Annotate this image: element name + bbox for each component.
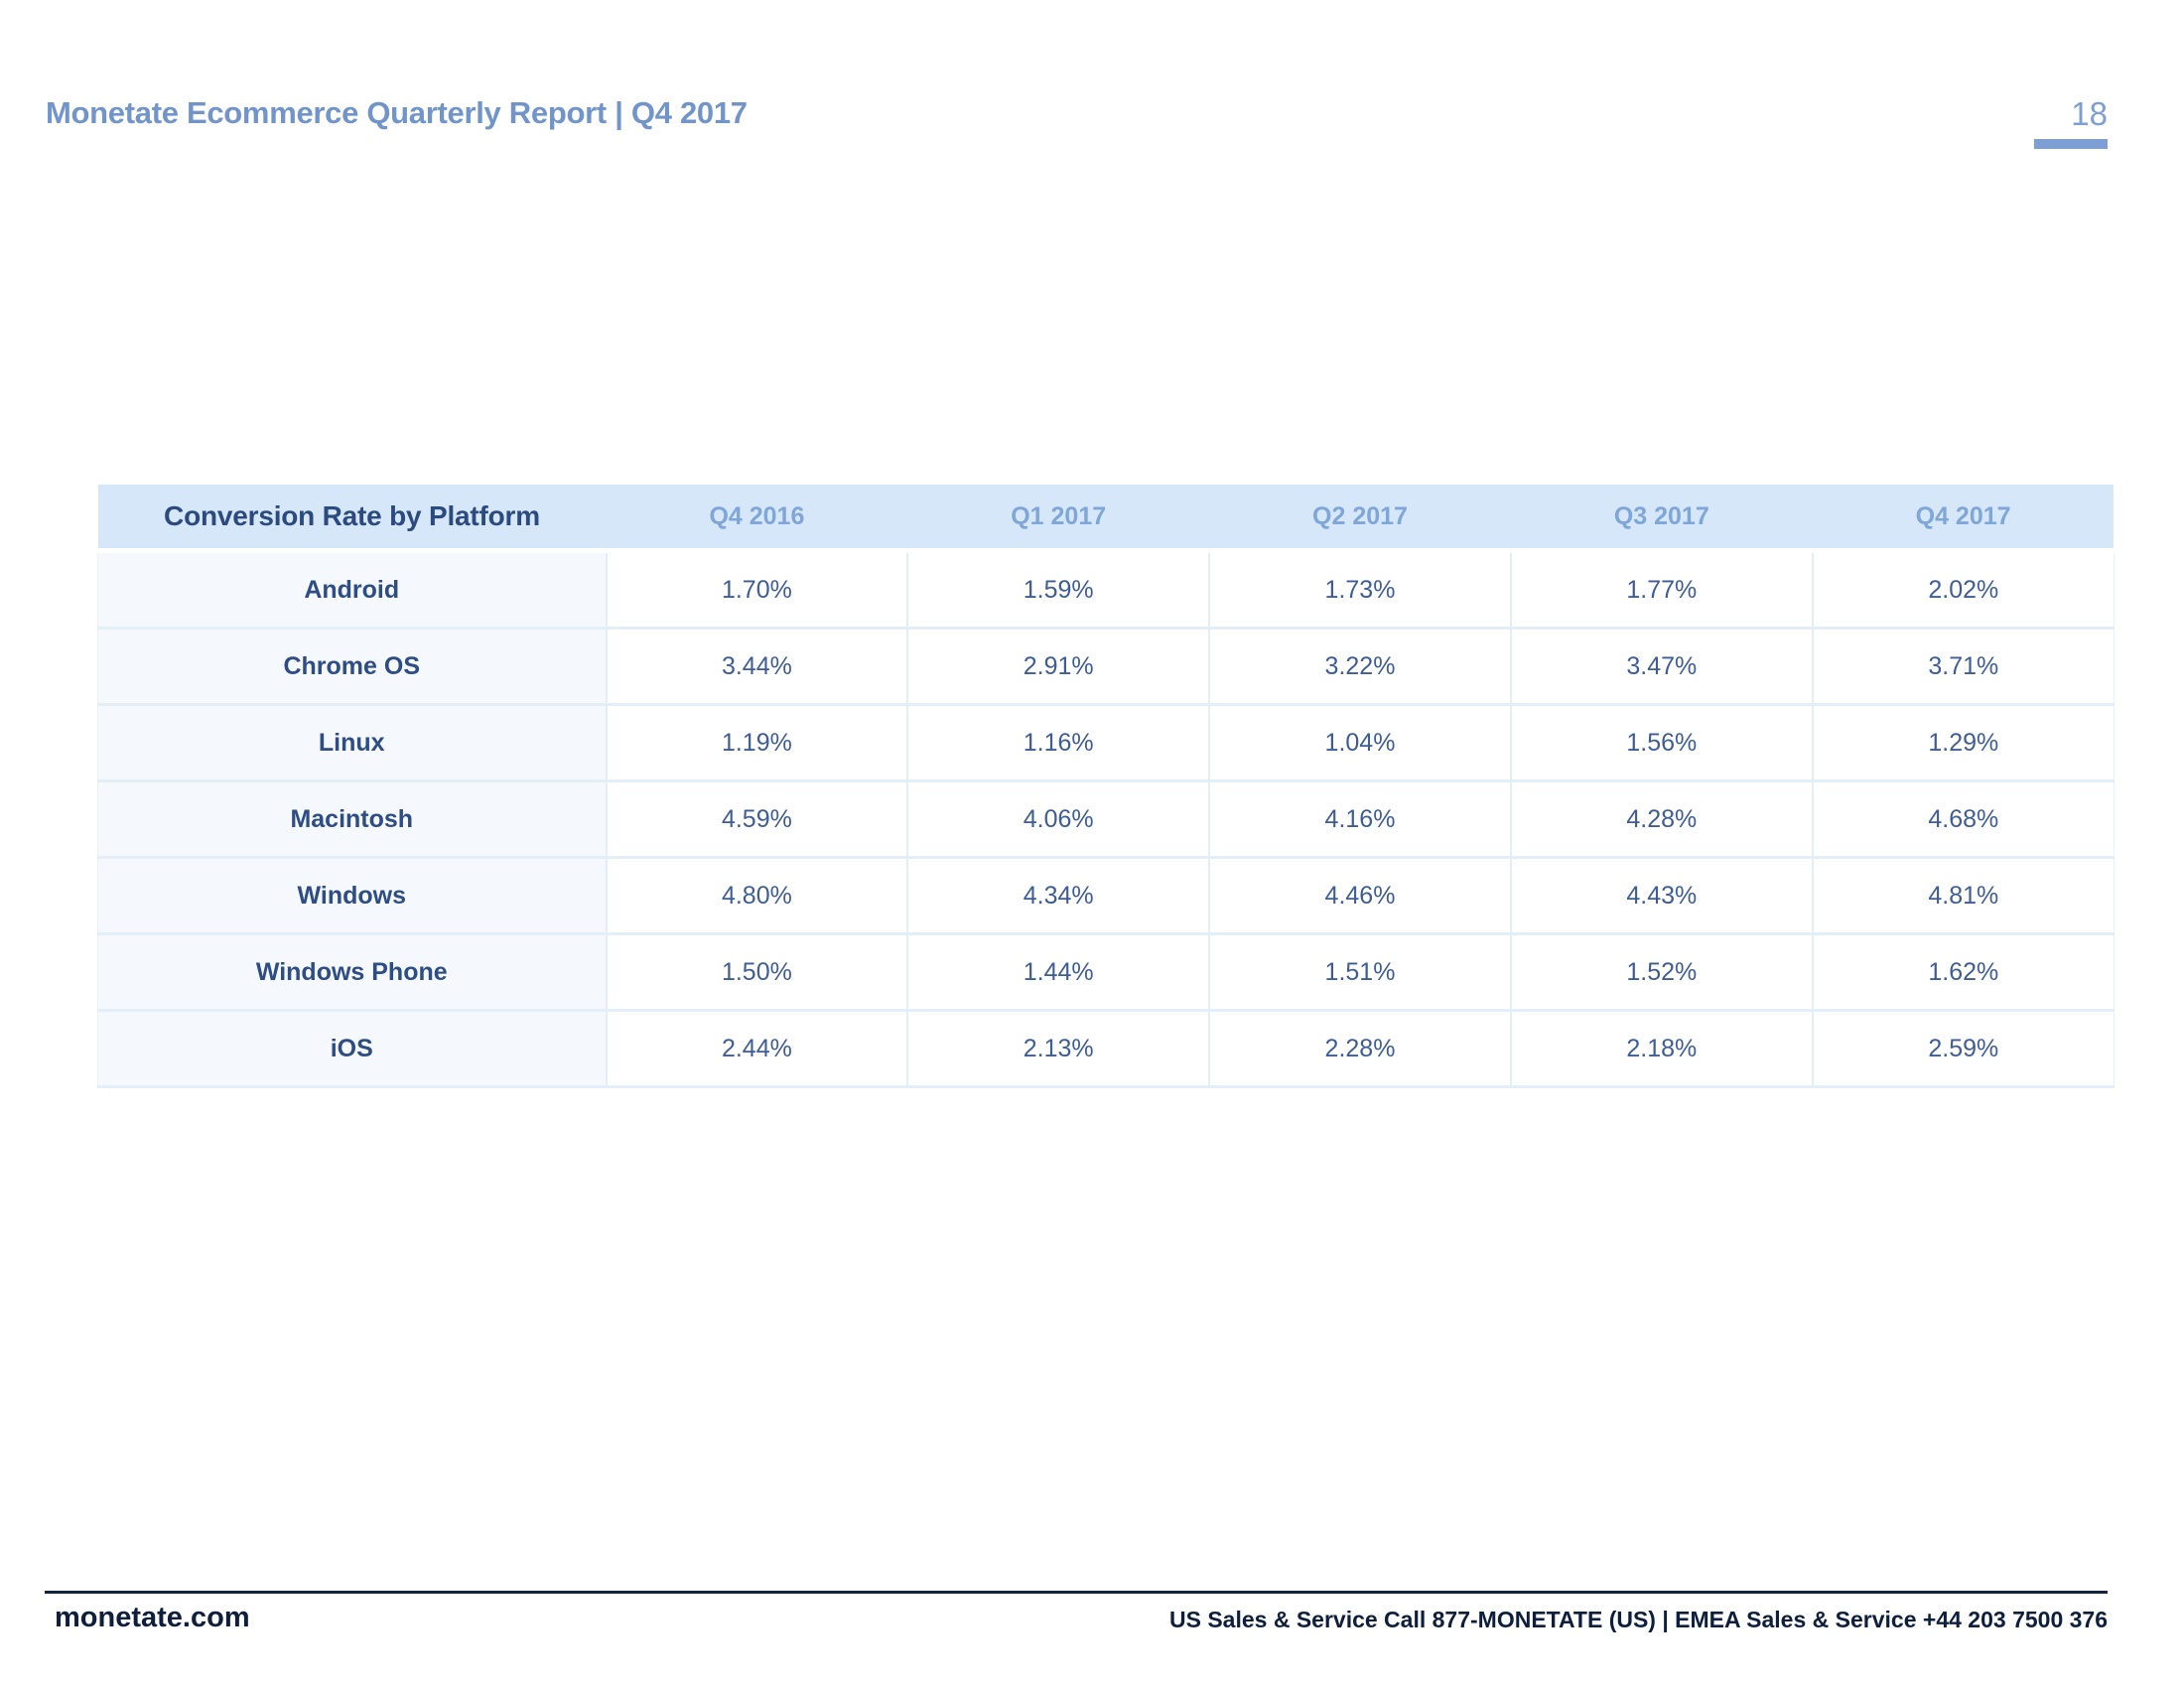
footer-contact-info: US Sales & Service Call 877-MONETATE (US… xyxy=(1168,1607,2108,1632)
report-header-title: Monetate Ecommerce Quarterly Report | Q4… xyxy=(46,95,748,130)
platform-name: iOS xyxy=(97,1010,607,1088)
cell-value: 1.56% xyxy=(1509,704,1813,782)
cell-value: 1.73% xyxy=(1208,550,1511,630)
cell-value: 1.44% xyxy=(906,933,1210,1012)
cell-value: 4.16% xyxy=(1208,780,1511,859)
table-row: Windows 4.80% 4.34% 4.46% 4.43% 4.81% xyxy=(97,857,2115,935)
platform-name: Macintosh xyxy=(97,780,607,859)
page-number-underline-bar xyxy=(2034,139,2108,149)
cell-value: 2.13% xyxy=(906,1010,1210,1088)
column-header-q1-2017: Q1 2017 xyxy=(907,485,1210,553)
table-row: Windows Phone 1.50% 1.44% 1.51% 1.52% 1.… xyxy=(97,933,2115,1012)
cell-value: 1.04% xyxy=(1208,704,1511,782)
cell-value: 3.44% xyxy=(605,628,908,706)
table-row: Linux 1.19% 1.16% 1.04% 1.56% 1.29% xyxy=(97,704,2115,782)
column-header-q4-2016: Q4 2016 xyxy=(606,485,908,553)
platform-name: Windows Phone xyxy=(97,933,607,1012)
cell-value: 1.51% xyxy=(1208,933,1511,1012)
column-header-q4-2017: Q4 2017 xyxy=(1812,485,2115,553)
cell-value: 1.59% xyxy=(906,550,1210,630)
page-number: 18 xyxy=(2071,95,2108,132)
cell-value: 1.77% xyxy=(1509,550,1813,630)
cell-value: 4.80% xyxy=(605,857,908,935)
cell-value: 4.34% xyxy=(906,857,1210,935)
cell-value: 1.70% xyxy=(605,550,908,630)
table-header-row: Conversion Rate by Platform Q4 2016 Q1 2… xyxy=(97,485,2115,553)
table-row: Macintosh 4.59% 4.06% 4.16% 4.28% 4.68% xyxy=(97,780,2115,859)
table-row: Chrome OS 3.44% 2.91% 3.22% 3.47% 3.71% xyxy=(97,628,2115,706)
platform-name: Linux xyxy=(97,704,607,782)
cell-value: 2.44% xyxy=(605,1010,908,1088)
cell-value: 1.19% xyxy=(605,704,908,782)
table-row: iOS 2.44% 2.13% 2.28% 2.18% 2.59% xyxy=(97,1010,2115,1088)
cell-value: 3.71% xyxy=(1811,628,2115,706)
cell-value: 4.46% xyxy=(1208,857,1511,935)
cell-value: 1.16% xyxy=(906,704,1210,782)
cell-value: 1.29% xyxy=(1811,704,2115,782)
footer-brand-link[interactable]: monetate.com xyxy=(55,1602,250,1633)
cell-value: 3.22% xyxy=(1208,628,1511,706)
cell-value: 1.62% xyxy=(1811,933,2115,1012)
cell-value: 2.28% xyxy=(1208,1010,1511,1088)
cell-value: 4.28% xyxy=(1509,780,1813,859)
cell-value: 4.68% xyxy=(1811,780,2115,859)
cell-value: 1.50% xyxy=(605,933,908,1012)
platform-name: Android xyxy=(97,550,607,630)
cell-value: 4.43% xyxy=(1509,857,1813,935)
cell-value: 4.06% xyxy=(906,780,1210,859)
column-header-q3-2017: Q3 2017 xyxy=(1510,485,1813,553)
footer-divider-line xyxy=(45,1591,2108,1594)
column-header-q2-2017: Q2 2017 xyxy=(1209,485,1511,553)
cell-value: 4.59% xyxy=(605,780,908,859)
cell-value: 2.91% xyxy=(906,628,1210,706)
platform-name: Windows xyxy=(97,857,607,935)
conversion-rate-table: Conversion Rate by Platform Q4 2016 Q1 2… xyxy=(97,485,2115,1088)
cell-value: 4.81% xyxy=(1811,857,2115,935)
platform-name: Chrome OS xyxy=(97,628,607,706)
cell-value: 2.02% xyxy=(1811,550,2115,630)
cell-value: 2.18% xyxy=(1509,1010,1813,1088)
cell-value: 3.47% xyxy=(1509,628,1813,706)
cell-value: 2.59% xyxy=(1811,1010,2115,1088)
cell-value: 1.52% xyxy=(1509,933,1813,1012)
table-title: Conversion Rate by Platform xyxy=(97,485,607,553)
table-row: Android 1.70% 1.59% 1.73% 1.77% 2.02% xyxy=(97,550,2115,630)
